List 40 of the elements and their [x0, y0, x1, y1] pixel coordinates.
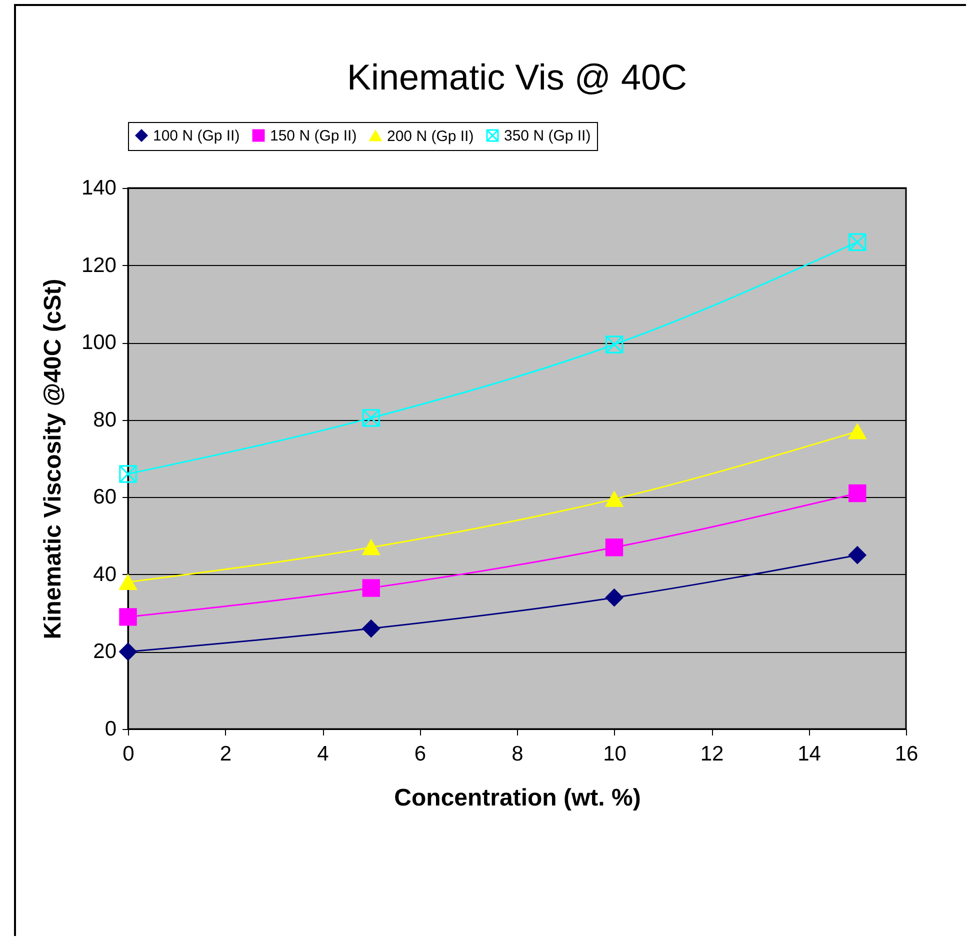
chart-title: Kinematic Vis @ 40C — [346, 56, 688, 98]
x-tick-label: 0 — [122, 742, 134, 766]
point — [848, 484, 866, 502]
legend-label: 100 N (Gp II) — [153, 128, 240, 145]
point — [362, 409, 380, 427]
point — [362, 620, 380, 638]
y-tick-label: 60 — [93, 486, 116, 509]
y-tick-label: 120 — [81, 254, 116, 277]
point — [848, 424, 866, 440]
y-tick-label: 80 — [93, 408, 116, 432]
legend-label: 200 N (Gp II) — [387, 128, 474, 145]
point — [362, 579, 380, 597]
point — [605, 588, 624, 606]
point — [119, 465, 137, 483]
point — [848, 546, 866, 564]
y-tick-label: 0 — [104, 718, 116, 740]
point — [119, 574, 137, 590]
point — [362, 540, 380, 556]
point — [605, 336, 624, 354]
y-tick-label: 100 — [81, 331, 116, 354]
point — [119, 608, 137, 626]
y-tick-label: 140 — [81, 176, 116, 200]
point — [848, 233, 866, 251]
point — [605, 538, 624, 556]
legend-label: 150 N (Gp II) — [270, 128, 357, 145]
x-tick-label: 12 — [700, 742, 724, 766]
point — [605, 491, 624, 507]
legend-label: 350 N (Gp II) — [504, 128, 591, 145]
y-tick-label: 20 — [93, 640, 116, 664]
x-tick-label: 14 — [798, 742, 822, 766]
x-tick-label: 10 — [603, 742, 626, 766]
y-tick-label: 40 — [93, 562, 116, 586]
x-tick-label: 6 — [414, 742, 426, 766]
x-tick-label: 16 — [894, 742, 918, 766]
x-tick-label: 8 — [512, 742, 524, 766]
x-tick-label: 4 — [317, 742, 330, 766]
x-axis-title: Concentration (wt. %) — [394, 784, 641, 812]
x-tick-label: 2 — [220, 742, 232, 766]
point — [119, 642, 137, 661]
y-axis-title: Kinematic Viscosity @40C (cSt) — [39, 278, 66, 640]
